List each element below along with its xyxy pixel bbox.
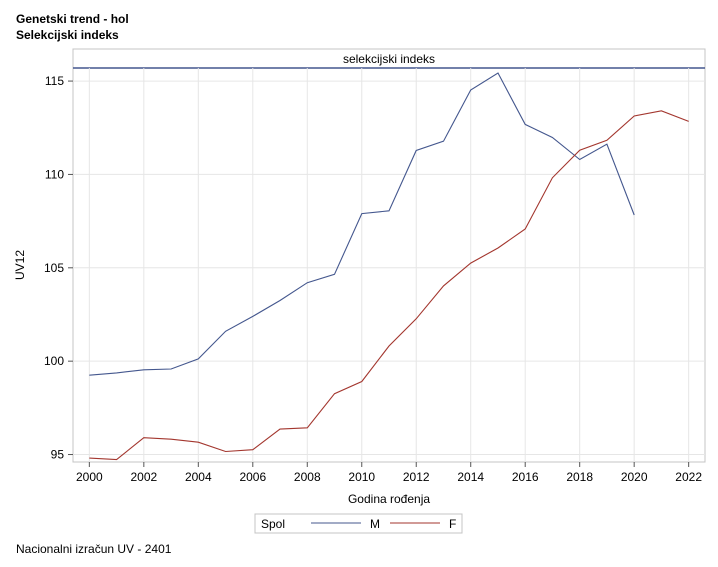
x-tick-label-2010: 2010 (348, 470, 375, 484)
x-tick-label-2000: 2000 (76, 470, 103, 484)
series-lines (89, 72, 689, 461)
panel-title: selekcijski indeks (343, 52, 435, 66)
plot-area (72, 67, 706, 463)
x-tick-label-2016: 2016 (512, 470, 539, 484)
legend-label-m: M (370, 517, 380, 531)
x-axis: 2000 2002 2004 2006 2008 2010 2012 2014 2016 2018… (76, 462, 702, 484)
x-tick-label-2018: 2018 (566, 470, 593, 484)
grid-lines (73, 68, 705, 462)
x-tick-label-2008: 2008 (294, 470, 321, 484)
chart-header: Genetski trend - hol Selekcijski indeks (16, 11, 129, 43)
footer-note: Nacionalni izračun UV - 2401 (16, 542, 172, 556)
chart-title: Genetski trend - hol (16, 12, 129, 26)
x-axis-title: Godina rođenja (348, 492, 430, 506)
x-tick-label-2004: 2004 (185, 470, 212, 484)
x-tick-label-2022: 2022 (675, 470, 702, 484)
y-tick-label-100: 100 (44, 354, 64, 368)
legend: Spol M F (254, 513, 463, 534)
y-tick-label-105: 105 (44, 261, 64, 275)
series-line-f (89, 110, 689, 461)
legend-title: Spol (261, 517, 285, 531)
x-tick-label-2020: 2020 (621, 470, 648, 484)
x-tick-label-2012: 2012 (403, 470, 430, 484)
y-tick-label-110: 110 (45, 167, 64, 181)
legend-label-f: F (449, 517, 456, 531)
x-tick-label-2014: 2014 (457, 470, 484, 484)
x-tick-label-2006: 2006 (239, 470, 266, 484)
y-axis: 95 100 105 110 115 (44, 74, 73, 462)
y-tick-label-115: 115 (45, 74, 64, 88)
y-axis-title: UV12 (13, 250, 27, 280)
x-tick-label-2002: 2002 (130, 470, 157, 484)
chart-subtitle: Selekcijski indeks (16, 28, 119, 42)
y-tick-label-95: 95 (51, 448, 65, 462)
series-line-m (89, 72, 635, 376)
